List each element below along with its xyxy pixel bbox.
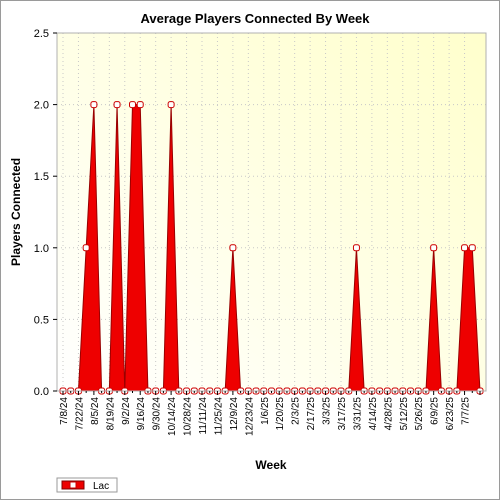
data-point <box>136 101 144 109</box>
x-tick-label: 12/9/24 <box>229 397 240 431</box>
x-tick-label: 12/23/24 <box>244 397 255 436</box>
legend-marker <box>69 481 77 489</box>
x-tick-label: 8/5/24 <box>90 397 101 425</box>
data-point <box>167 101 175 109</box>
y-tick-label: 1.0 <box>34 243 49 255</box>
data-point <box>229 244 237 252</box>
x-tick-label: 11/25/24 <box>213 397 224 436</box>
data-point <box>430 244 438 252</box>
x-tick-label: 2/3/25 <box>291 397 302 425</box>
data-point <box>90 101 98 109</box>
y-tick-label: 0.5 <box>34 314 49 326</box>
x-tick-label: 7/7/25 <box>461 397 472 425</box>
chart-title: Average Players Connected By Week <box>140 11 370 26</box>
x-tick-label: 7/8/24 <box>59 397 70 425</box>
x-tick-label: 4/14/25 <box>368 397 379 431</box>
data-point <box>352 244 360 252</box>
x-tick-label: 5/26/25 <box>414 397 425 431</box>
x-tick-label: 7/22/24 <box>74 397 85 431</box>
x-tick-label: 9/16/24 <box>136 397 147 431</box>
x-tick-label: 4/28/25 <box>383 397 394 431</box>
data-point <box>461 244 469 252</box>
x-tick-label: 6/9/25 <box>430 397 441 425</box>
y-tick-label: 2.5 <box>34 28 49 40</box>
x-tick-label: 9/2/24 <box>121 397 132 425</box>
legend: Lac <box>56 477 118 493</box>
x-tick-label: 1/6/25 <box>260 397 271 425</box>
legend-label: Lac <box>93 481 109 492</box>
x-tick-label: 10/28/24 <box>183 397 194 436</box>
x-tick-label: 2/17/25 <box>306 397 317 431</box>
data-point <box>468 244 476 252</box>
x-tick-label: 6/23/25 <box>445 397 456 431</box>
data-point <box>113 101 121 109</box>
y-axis-label: Players Connected <box>9 158 23 266</box>
data-point <box>129 101 136 109</box>
y-tick-labels: 0.0 0.5 1.0 1.5 2.0 2.5 <box>34 28 57 398</box>
data-point <box>82 244 90 252</box>
x-tick-label: 11/11/24 <box>198 397 209 435</box>
x-axis-label: Week <box>255 458 286 472</box>
x-tick-label: 10/14/24 <box>167 397 178 436</box>
x-tick-labels: 7/8/24 7/22/24 8/5/24 8/19/24 9/2/24 9/16/24 9… <box>59 391 481 436</box>
x-tick-label: 1/20/25 <box>275 397 286 431</box>
x-tick-label: 3/3/25 <box>322 397 333 425</box>
y-tick-label: 1.5 <box>34 171 49 183</box>
x-tick-label: 8/19/24 <box>105 397 116 431</box>
y-tick-label: 0.0 <box>34 386 49 398</box>
x-tick-label: 3/31/25 <box>352 397 363 431</box>
x-tick-label: 3/17/25 <box>337 397 348 431</box>
x-tick-label: 9/30/24 <box>152 397 163 431</box>
x-tick-label: 5/12/25 <box>399 397 410 431</box>
y-tick-label: 2.0 <box>34 100 49 112</box>
